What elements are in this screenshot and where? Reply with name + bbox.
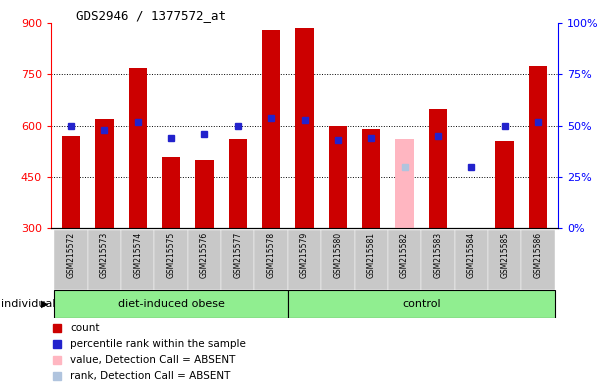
Bar (496, 141, 514, 228)
Bar (288, 230, 321, 290)
Text: value, Detection Call = ABSENT: value, Detection Call = ABSENT (70, 355, 236, 365)
Bar (321, 230, 355, 290)
Bar (295, 28, 314, 228)
Bar (421, 230, 455, 290)
Text: GSM215573: GSM215573 (100, 232, 109, 278)
Text: GSM215586: GSM215586 (533, 232, 542, 278)
Text: GSM215583: GSM215583 (433, 232, 442, 278)
Text: GSM215574: GSM215574 (133, 232, 142, 278)
Text: GSM215582: GSM215582 (400, 232, 409, 278)
Bar (455, 230, 488, 290)
Bar (355, 230, 388, 290)
Bar (329, 126, 347, 228)
Bar (254, 230, 288, 290)
Text: GSM215577: GSM215577 (233, 232, 242, 278)
Text: percentile rank within the sample: percentile rank within the sample (70, 339, 246, 349)
Bar (154, 230, 188, 290)
Bar (229, 139, 247, 228)
Bar (221, 230, 254, 290)
Bar (521, 230, 554, 290)
Text: GSM215579: GSM215579 (300, 232, 309, 278)
Text: GDS2946 / 1377572_at: GDS2946 / 1377572_at (76, 9, 226, 22)
Text: control: control (402, 299, 440, 309)
Bar (262, 30, 280, 228)
Bar (88, 230, 121, 290)
Bar (529, 66, 547, 228)
Bar (488, 230, 521, 290)
Text: diet-induced obese: diet-induced obese (118, 299, 224, 309)
Bar (429, 109, 447, 228)
Bar (288, 290, 554, 318)
Text: ▶: ▶ (41, 299, 49, 309)
Text: GSM215575: GSM215575 (167, 232, 176, 278)
Bar (195, 160, 214, 228)
Text: GSM215580: GSM215580 (334, 232, 343, 278)
Text: GSM215581: GSM215581 (367, 232, 376, 278)
Bar (121, 230, 154, 290)
Bar (395, 139, 414, 228)
Text: GSM215578: GSM215578 (266, 232, 275, 278)
Text: individual: individual (1, 299, 56, 309)
Text: GSM215584: GSM215584 (467, 232, 476, 278)
Bar (55, 290, 288, 318)
Bar (162, 157, 180, 228)
Bar (362, 129, 380, 228)
Text: GSM215585: GSM215585 (500, 232, 509, 278)
Bar (55, 230, 88, 290)
Text: count: count (70, 323, 100, 333)
Text: GSM215572: GSM215572 (67, 232, 76, 278)
Bar (95, 119, 113, 228)
Text: rank, Detection Call = ABSENT: rank, Detection Call = ABSENT (70, 371, 231, 381)
Bar (188, 230, 221, 290)
Text: GSM215576: GSM215576 (200, 232, 209, 278)
Bar (62, 136, 80, 228)
Bar (388, 230, 421, 290)
Bar (128, 68, 147, 228)
